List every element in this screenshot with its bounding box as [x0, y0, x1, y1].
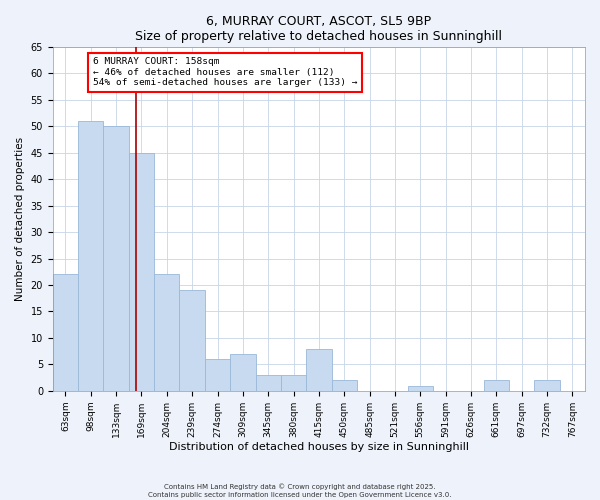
Text: Contains HM Land Registry data © Crown copyright and database right 2025.
Contai: Contains HM Land Registry data © Crown c…: [148, 484, 452, 498]
Bar: [179, 290, 205, 391]
Text: 6 MURRAY COURT: 158sqm
← 46% of detached houses are smaller (112)
54% of semi-de: 6 MURRAY COURT: 158sqm ← 46% of detached…: [92, 58, 357, 87]
Bar: [306, 348, 332, 391]
Bar: [53, 274, 78, 391]
Bar: [256, 375, 281, 391]
Bar: [129, 153, 154, 391]
Bar: [103, 126, 129, 391]
Y-axis label: Number of detached properties: Number of detached properties: [15, 137, 25, 301]
Bar: [332, 380, 357, 391]
Bar: [407, 386, 433, 391]
Bar: [205, 359, 230, 391]
Title: 6, MURRAY COURT, ASCOT, SL5 9BP
Size of property relative to detached houses in : 6, MURRAY COURT, ASCOT, SL5 9BP Size of …: [136, 15, 502, 43]
Bar: [154, 274, 179, 391]
X-axis label: Distribution of detached houses by size in Sunninghill: Distribution of detached houses by size …: [169, 442, 469, 452]
Bar: [484, 380, 509, 391]
Bar: [230, 354, 256, 391]
Bar: [78, 121, 103, 391]
Bar: [535, 380, 560, 391]
Bar: [281, 375, 306, 391]
